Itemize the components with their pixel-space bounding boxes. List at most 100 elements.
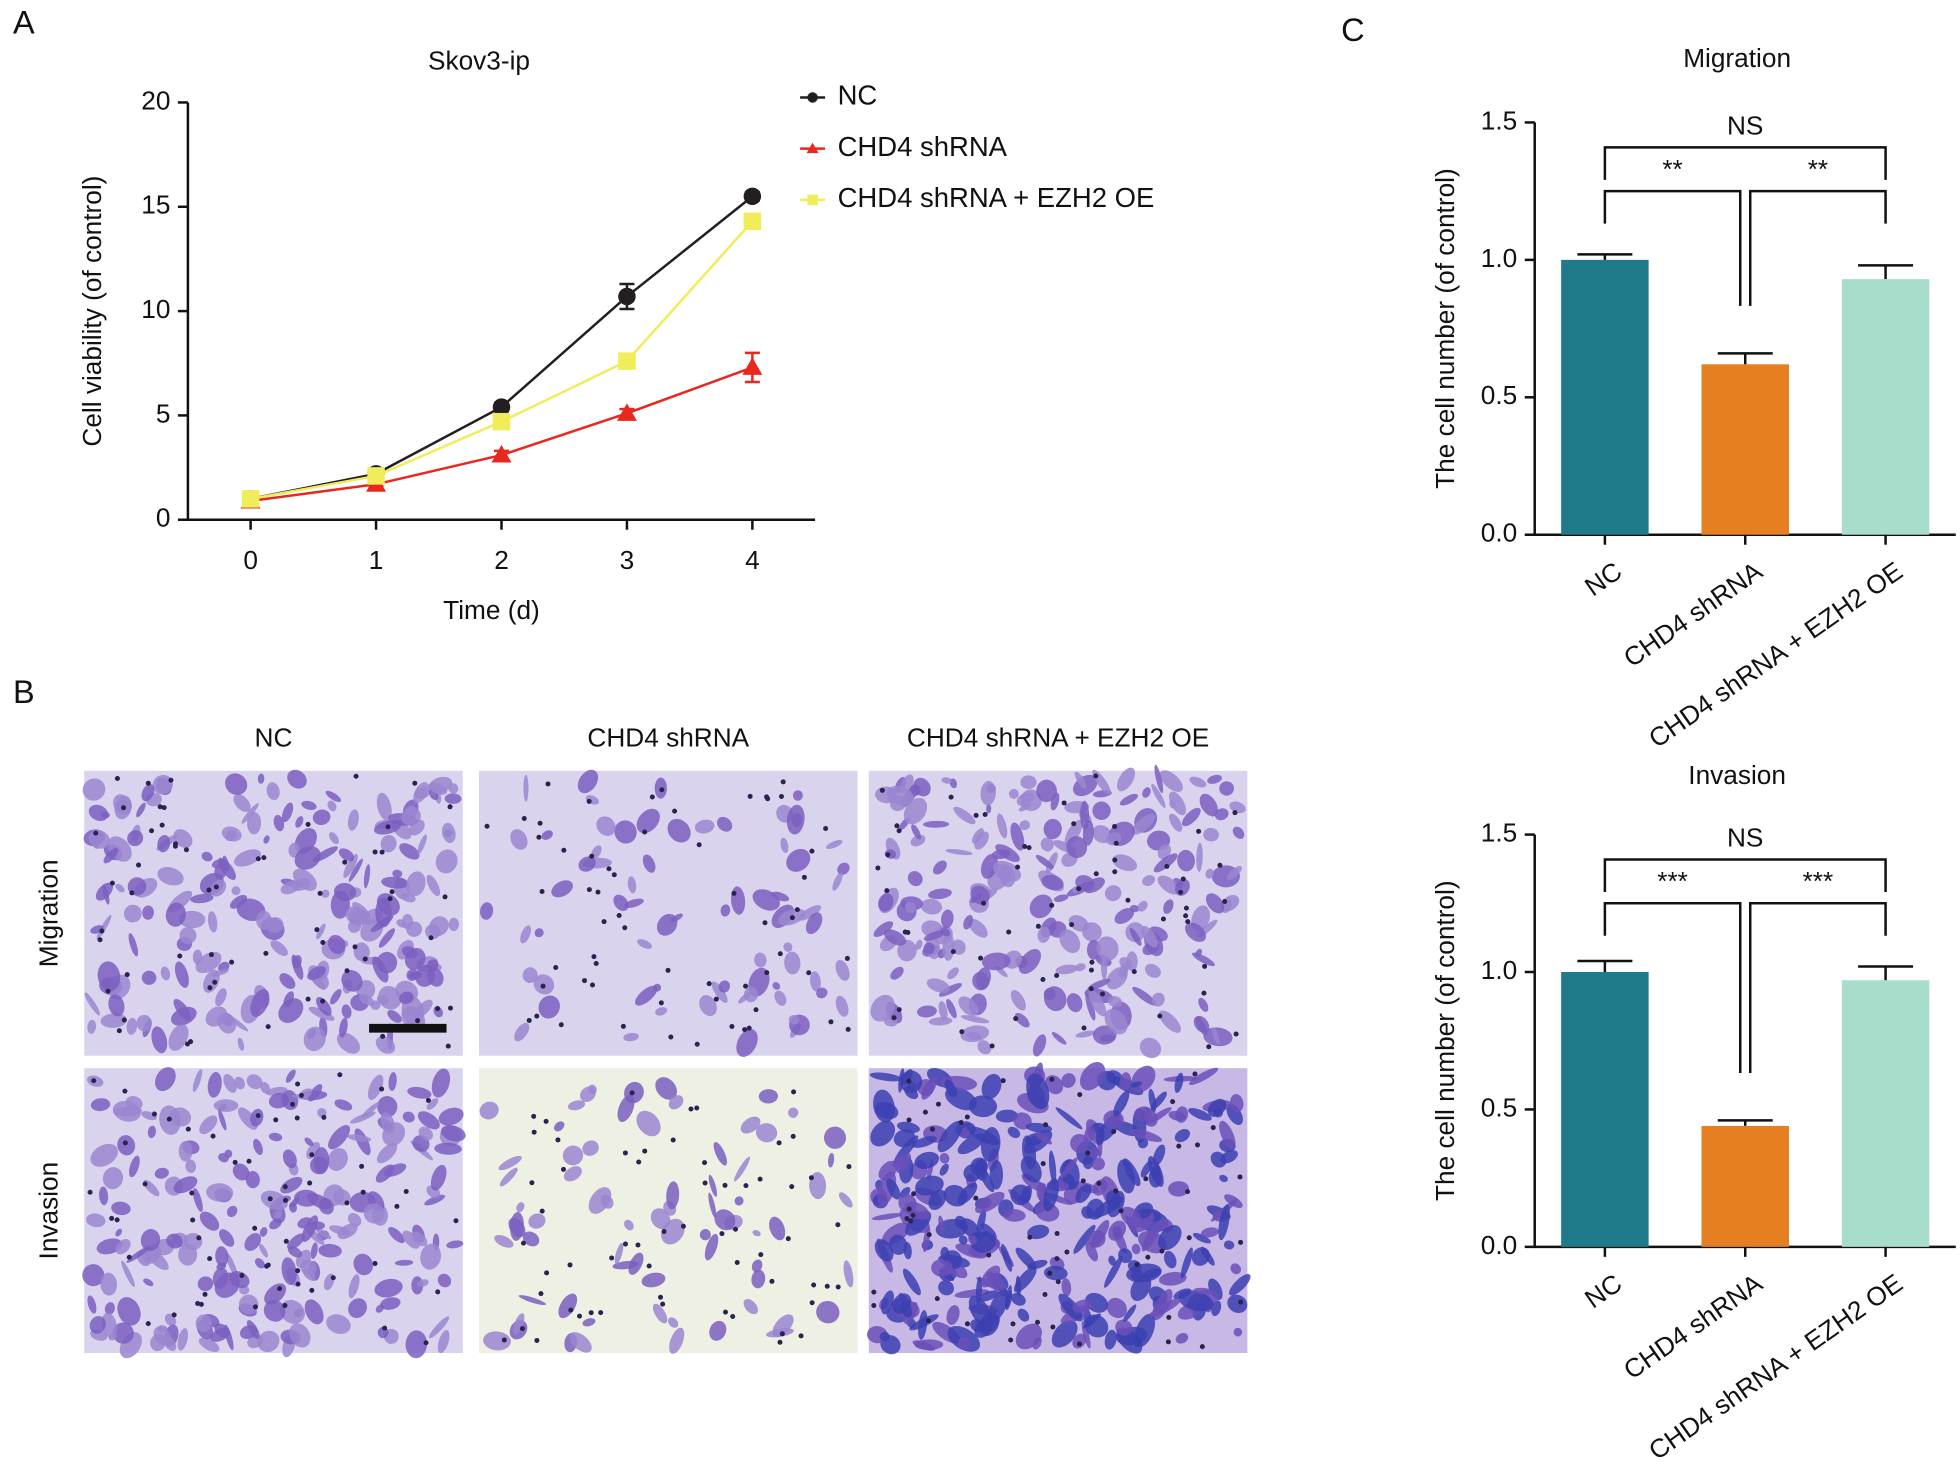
pore — [696, 842, 702, 848]
cell — [237, 1037, 245, 1051]
cell — [87, 1019, 97, 1034]
pore — [519, 1326, 525, 1332]
cell — [154, 1067, 176, 1092]
pore — [649, 794, 655, 800]
pore — [136, 862, 142, 868]
cell — [310, 1156, 328, 1175]
cell — [1051, 1032, 1067, 1045]
cell — [1043, 818, 1062, 840]
cell — [280, 1176, 303, 1194]
x-tick-label: 0 — [243, 545, 258, 575]
column-label: NC — [255, 723, 293, 753]
x-tick-label: NC — [1579, 1268, 1627, 1314]
significance-label: *** — [1657, 866, 1688, 896]
cell — [154, 1167, 169, 1179]
cell — [1230, 1094, 1244, 1113]
cell — [1157, 844, 1172, 860]
cell — [437, 1330, 450, 1354]
pore — [539, 889, 545, 894]
cell — [329, 1225, 351, 1236]
x-tick-label: CHD4 shRNA + EZH2 OE — [1643, 1268, 1908, 1466]
x-tick-label: 4 — [745, 545, 760, 575]
pore — [1113, 1188, 1119, 1194]
cell — [752, 889, 780, 911]
cell — [938, 1001, 948, 1021]
pore — [1042, 1291, 1048, 1297]
pore — [694, 1105, 700, 1111]
pore — [871, 1303, 877, 1309]
pore — [447, 1005, 453, 1011]
pore — [665, 967, 671, 973]
cell — [347, 1212, 362, 1227]
cell — [402, 1111, 415, 1123]
cell — [1232, 826, 1245, 839]
cell — [980, 780, 996, 806]
pore — [389, 889, 395, 895]
legend-label: NC — [838, 80, 878, 111]
pore — [337, 1072, 343, 1078]
cell — [96, 914, 112, 940]
cell — [1045, 852, 1058, 874]
pore — [1202, 963, 1208, 969]
cell — [569, 1332, 592, 1353]
pore — [558, 1022, 564, 1028]
y-tick-label: 1.0 — [1481, 243, 1517, 273]
cell — [893, 1156, 908, 1170]
pore — [1049, 1076, 1055, 1082]
cell — [372, 956, 389, 983]
cell — [823, 1126, 847, 1149]
cell — [150, 1334, 166, 1352]
cell — [892, 1293, 912, 1314]
cell — [708, 1174, 718, 1197]
cell — [510, 829, 528, 850]
cell — [1085, 992, 1096, 1021]
pore — [166, 1116, 172, 1122]
pore — [212, 979, 218, 985]
cell — [931, 1258, 953, 1277]
cell — [734, 1156, 751, 1182]
cell — [915, 1175, 944, 1196]
cell — [168, 1024, 189, 1051]
y-axis-label: The cell number (of control) — [1430, 168, 1460, 489]
pore — [785, 1236, 791, 1242]
cell — [1185, 922, 1207, 942]
cell — [291, 878, 311, 891]
pore — [798, 1333, 804, 1339]
pore — [875, 865, 881, 871]
pore — [1164, 863, 1170, 869]
pore — [978, 955, 984, 961]
cell — [112, 1322, 134, 1344]
cell — [1203, 827, 1219, 842]
pore — [184, 1041, 190, 1047]
pore — [283, 1238, 289, 1244]
cell — [979, 1290, 999, 1302]
pore — [661, 1228, 667, 1234]
cell — [873, 1089, 895, 1123]
cell — [1145, 1107, 1172, 1125]
cell — [113, 794, 132, 815]
cell — [912, 1136, 937, 1148]
pore — [185, 1126, 191, 1132]
cell — [835, 960, 850, 981]
cell — [1119, 1072, 1132, 1091]
cell — [160, 966, 171, 981]
cell — [1115, 1319, 1133, 1336]
cell — [1193, 1287, 1214, 1295]
cell — [627, 876, 637, 894]
cell — [229, 894, 247, 909]
cell — [446, 1240, 464, 1249]
cell — [241, 803, 259, 824]
pore — [1183, 905, 1189, 911]
pore — [789, 915, 795, 921]
cell — [291, 954, 304, 980]
cell — [1119, 793, 1138, 806]
marker — [618, 287, 636, 306]
cell — [367, 1074, 384, 1100]
pore — [344, 1200, 350, 1206]
cell — [1144, 963, 1161, 978]
pore — [722, 1182, 728, 1188]
pore — [307, 1180, 313, 1186]
cell — [1104, 1008, 1128, 1035]
pore — [537, 820, 543, 826]
cell — [513, 1313, 525, 1335]
